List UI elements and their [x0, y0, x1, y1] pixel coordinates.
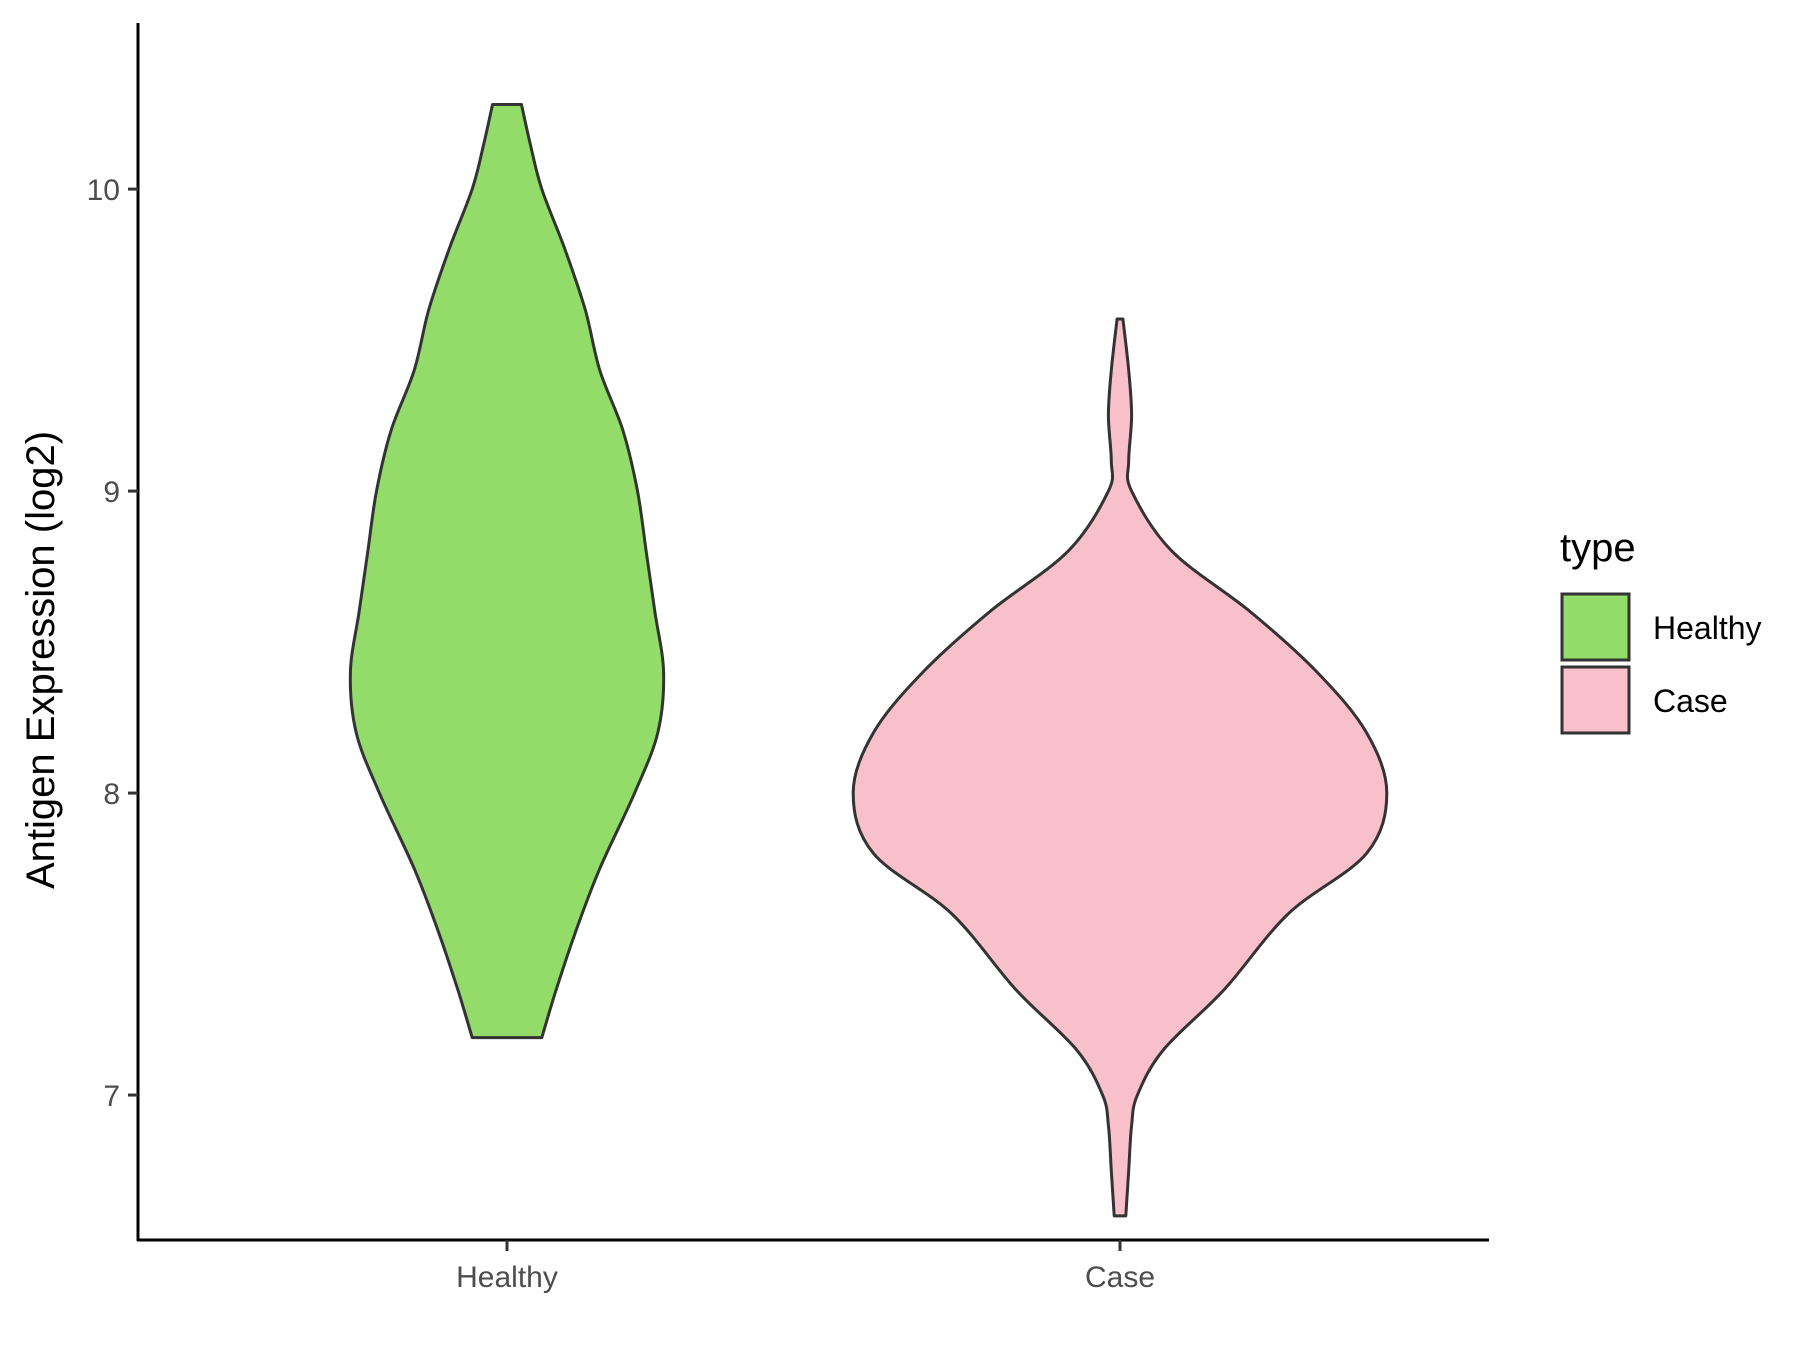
legend-label-case: Case	[1653, 683, 1728, 719]
x-ticks: Healthy Case	[456, 1240, 1155, 1294]
legend-label-healthy: Healthy	[1653, 610, 1762, 646]
y-tick-label: 9	[103, 476, 120, 509]
plot-area	[348, 103, 1389, 1218]
legend-title: type	[1560, 526, 1636, 570]
y-tick-label: 10	[87, 174, 120, 207]
axes: 7 8 9 10 Healthy Case Antigen Expression (lo…	[19, 23, 1489, 1294]
violin-case	[851, 317, 1389, 1218]
legend: type Healthy Case	[1560, 526, 1762, 735]
x-tick-label: Case	[1085, 1261, 1155, 1294]
violin-healthy	[348, 103, 666, 1040]
x-tick-label: Healthy	[456, 1261, 558, 1294]
y-axis-title: Antigen Expression (log2)	[19, 431, 63, 889]
y-tick-label: 8	[103, 778, 120, 811]
legend-swatch-case	[1560, 665, 1631, 735]
y-ticks: 7 8 9 10	[87, 174, 138, 1113]
legend-swatch-healthy	[1560, 592, 1631, 662]
y-tick-label: 7	[103, 1080, 120, 1113]
